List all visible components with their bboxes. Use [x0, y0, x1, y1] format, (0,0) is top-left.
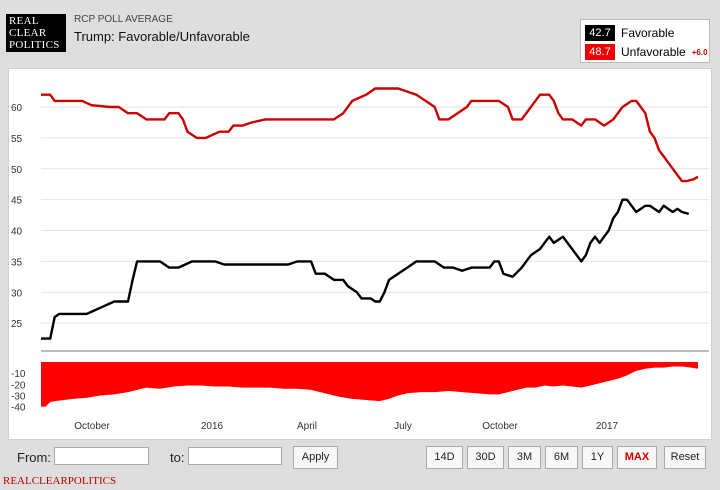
y-tick-label: 55	[11, 134, 23, 145]
spread-value: +6.0	[691, 47, 708, 57]
legend-favorable[interactable]: 42.7 Favorable	[585, 25, 674, 41]
range-14d-button[interactable]: 14D	[426, 446, 463, 469]
y-tick-label: 60	[11, 103, 23, 114]
spread-tick-label: -20	[11, 380, 26, 391]
range-30d-button[interactable]: 30D	[467, 446, 504, 469]
logo-line: POLITICS	[9, 39, 60, 51]
y-tick-label: 45	[11, 196, 23, 207]
unfavorable-label: Unfavorable	[621, 45, 686, 59]
y-tick-label: 35	[11, 257, 23, 268]
range-3m-button[interactable]: 3M	[508, 446, 541, 469]
spread-tick-label: -40	[11, 403, 26, 414]
y-tick-label: 25	[11, 319, 23, 330]
from-date-input[interactable]	[54, 447, 149, 465]
rcp-logo[interactable]: REAL CLEAR POLITICS	[6, 14, 66, 52]
series-line-unfavorable	[41, 87, 699, 183]
x-tick-label: April	[297, 421, 317, 432]
footer-brand[interactable]: REALCLEARPOLITICS	[3, 475, 117, 487]
range-max-button[interactable]: MAX	[617, 446, 657, 469]
favorable-label: Favorable	[621, 26, 675, 40]
logo-line: REAL	[9, 15, 39, 27]
header: REAL CLEAR POLITICS RCP POLL AVERAGE Tru…	[0, 0, 720, 66]
y-tick-label: 40	[11, 227, 23, 238]
chart-kicker: RCP POLL AVERAGE	[74, 14, 173, 25]
x-tick-label: July	[394, 421, 412, 432]
legend: 42.7 Favorable 48.7 Unfavorable +6.0	[580, 19, 710, 63]
x-tick-label: October	[74, 421, 110, 432]
range-6m-button[interactable]: 6M	[545, 446, 578, 469]
y-tick-label: 50	[11, 165, 23, 176]
spread-area	[41, 362, 698, 407]
range-1y-button[interactable]: 1Y	[582, 446, 613, 469]
spread-tick-label: -10	[11, 369, 26, 380]
to-date-input[interactable]	[188, 447, 282, 465]
unfavorable-value: 48.7	[585, 44, 615, 60]
x-tick-label: 2017	[596, 421, 619, 432]
poll-chart[interactable]: 25 30 35 40 45 50 55 60 -10-20-30-40 October 2016 A…	[9, 69, 711, 439]
apply-button[interactable]: Apply	[293, 446, 338, 469]
x-tick-label: 2016	[201, 421, 224, 432]
series-line-favorable	[41, 198, 690, 340]
spread-tick-label: -30	[11, 391, 26, 402]
x-tick-label: October	[482, 421, 518, 432]
to-label: to:	[170, 450, 185, 465]
logo-line: CLEAR	[9, 27, 47, 39]
range-controls: From: to: Apply 14D 30D 3M 6M 1Y MAX Res…	[0, 442, 720, 472]
legend-unfavorable[interactable]: 48.7 Unfavorable +6.0	[585, 44, 708, 60]
from-label: From:	[17, 450, 51, 465]
reset-button[interactable]: Reset	[664, 446, 706, 469]
favorable-value: 42.7	[585, 25, 615, 41]
y-tick-label: 30	[11, 288, 23, 299]
chart-panel[interactable]: 25 30 35 40 45 50 55 60 -10 -20 -30 -40 October 2016 A…	[8, 68, 712, 440]
chart-title: Trump: Favorable/Unfavorable	[74, 29, 250, 44]
